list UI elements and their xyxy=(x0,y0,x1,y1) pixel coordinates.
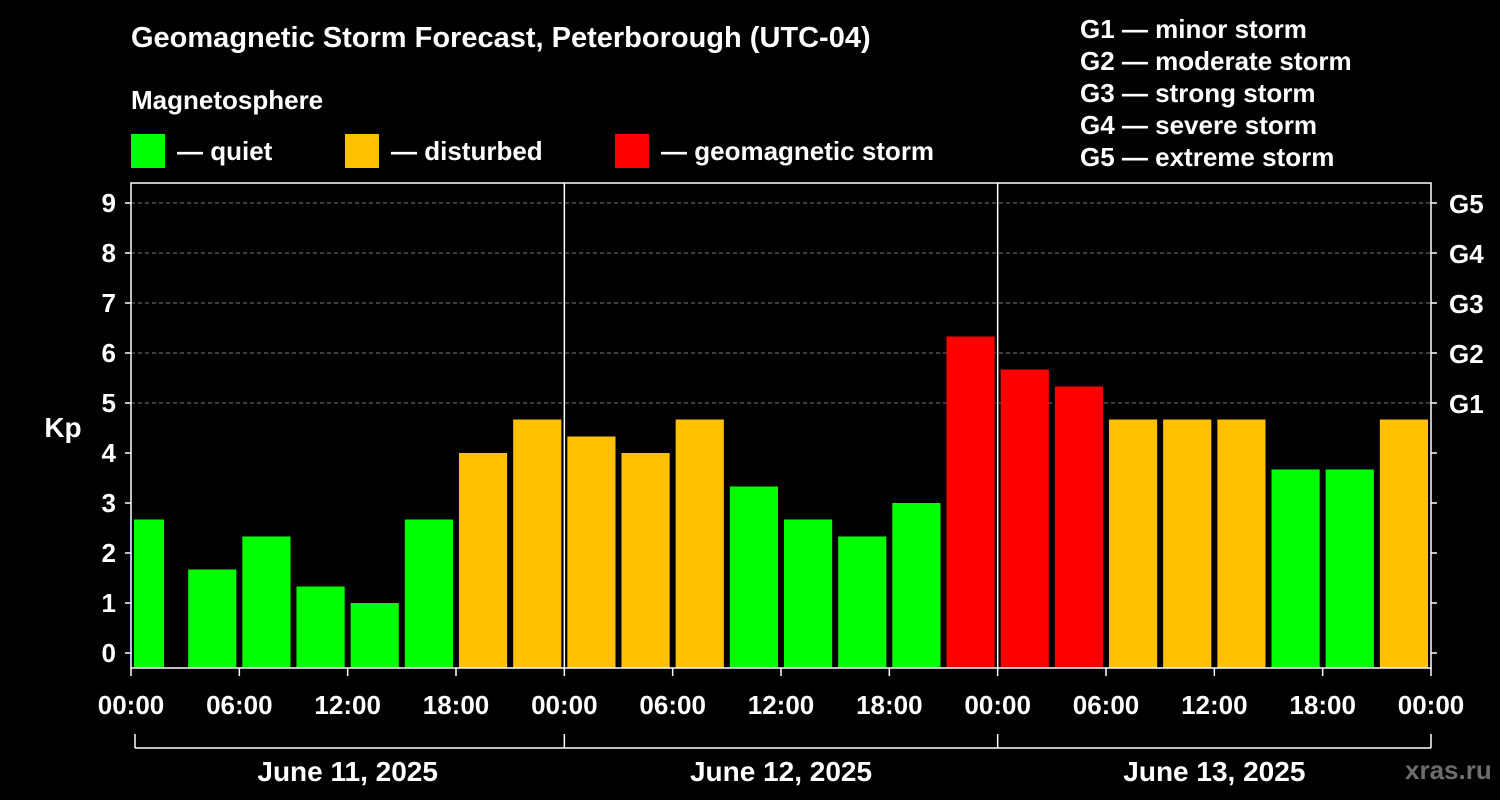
kp-bar-10 xyxy=(675,419,724,668)
g-level-label-g3: G3 xyxy=(1449,289,1484,319)
kp-bar-22 xyxy=(1325,469,1374,668)
kp-bar-0 xyxy=(134,519,165,668)
y-tick-label-5: 5 xyxy=(102,388,116,418)
grid-layer xyxy=(131,202,1431,404)
kp-bar-18 xyxy=(1109,419,1158,668)
kp-bar-8 xyxy=(567,436,616,668)
storm-scale-g5: G5 — extreme storm xyxy=(1080,142,1335,172)
legend-swatch-disturbed xyxy=(345,134,379,168)
kp-bar-4 xyxy=(350,603,399,668)
x-tick-label-9: 06:00 xyxy=(1073,690,1140,720)
x-tick-label-2: 12:00 xyxy=(314,690,381,720)
kp-bar-1 xyxy=(188,569,237,668)
y-tick-label-0: 0 xyxy=(102,638,116,668)
y-tick-label-7: 7 xyxy=(102,288,116,318)
y-tick-label-9: 9 xyxy=(102,188,116,218)
watermark: xras.ru xyxy=(1405,755,1492,785)
kp-bar-17 xyxy=(1054,386,1103,668)
bars-layer xyxy=(134,336,1428,668)
x-tick-label-10: 12:00 xyxy=(1181,690,1248,720)
day-label-2: June 13, 2025 xyxy=(1123,756,1305,787)
y-tick-label-6: 6 xyxy=(102,338,116,368)
chart-title: Geomagnetic Storm Forecast, Peterborough… xyxy=(131,22,871,54)
kp-bar-23 xyxy=(1379,419,1428,668)
legend-swatch-storm xyxy=(615,134,649,168)
y-tick-label-3: 3 xyxy=(102,488,116,518)
legend-heading: Magnetosphere xyxy=(131,85,324,115)
x-tick-label-12: 00:00 xyxy=(1398,690,1465,720)
y-tick-label-1: 1 xyxy=(102,588,116,618)
x-tick-label-6: 12:00 xyxy=(748,690,815,720)
kp-bar-6 xyxy=(459,453,508,668)
y-tick-label-2: 2 xyxy=(102,538,116,568)
x-tick-label-3: 18:00 xyxy=(423,690,490,720)
kp-bar-20 xyxy=(1217,419,1266,668)
kp-bar-12 xyxy=(784,519,833,668)
legend-item-quiet: — quiet xyxy=(131,134,272,168)
x-tick-label-8: 00:00 xyxy=(964,690,1031,720)
x-tick-label-7: 18:00 xyxy=(856,690,923,720)
g-level-label-g4: G4 xyxy=(1449,239,1484,269)
legend-label-quiet: — quiet xyxy=(177,135,273,166)
legend-label-storm: — geomagnetic storm xyxy=(661,135,935,166)
kp-bar-16 xyxy=(1000,369,1049,668)
kp-bar-11 xyxy=(729,486,778,668)
kp-bar-15 xyxy=(946,336,995,668)
kp-bar-5 xyxy=(404,519,453,668)
axes-layer: 0 1 2 3 4 5 6 7 8 9 G1 G2 G3 G4 G5 00:00 06:00 12:00 18:00… xyxy=(98,182,1484,787)
y-tick-label-8: 8 xyxy=(102,238,116,268)
x-tick-label-11: 18:00 xyxy=(1289,690,1356,720)
x-tick-label-5: 06:00 xyxy=(639,690,706,720)
g-level-label-g2: G2 xyxy=(1449,339,1484,369)
kp-bar-21 xyxy=(1271,469,1320,668)
storm-scale-g2: G2 — moderate storm xyxy=(1080,46,1352,76)
x-tick-label-4: 00:00 xyxy=(531,690,598,720)
kp-bar-14 xyxy=(892,503,941,668)
kp-bar-19 xyxy=(1163,419,1212,668)
storm-scale-g1: G1 — minor storm xyxy=(1080,14,1307,44)
y-tick-label-4: 4 xyxy=(102,438,117,468)
legend-label-disturbed: — disturbed xyxy=(391,135,543,166)
day-label-0: June 11, 2025 xyxy=(257,756,438,787)
kp-bar-9 xyxy=(621,453,670,668)
storm-scale-g4: G4 — severe storm xyxy=(1080,110,1318,140)
legend-item-storm: — geomagnetic storm xyxy=(615,134,934,168)
kp-bar-2 xyxy=(242,536,291,668)
x-tick-label-1: 06:00 xyxy=(206,690,273,720)
g-level-label-g5: G5 xyxy=(1449,189,1484,219)
day-label-1: June 12, 2025 xyxy=(690,756,872,787)
g-level-label-g1: G1 xyxy=(1449,389,1484,419)
kp-bar-13 xyxy=(838,536,887,668)
storm-scale-g3: G3 — strong storm xyxy=(1080,78,1316,108)
kp-bar-7 xyxy=(513,419,562,668)
x-tick-label-0: 00:00 xyxy=(98,690,165,720)
y-axis-label: Kp xyxy=(44,412,81,443)
kp-bar-3 xyxy=(296,586,345,668)
legend-item-disturbed: — disturbed xyxy=(345,134,543,168)
legend-swatch-quiet xyxy=(131,134,165,168)
